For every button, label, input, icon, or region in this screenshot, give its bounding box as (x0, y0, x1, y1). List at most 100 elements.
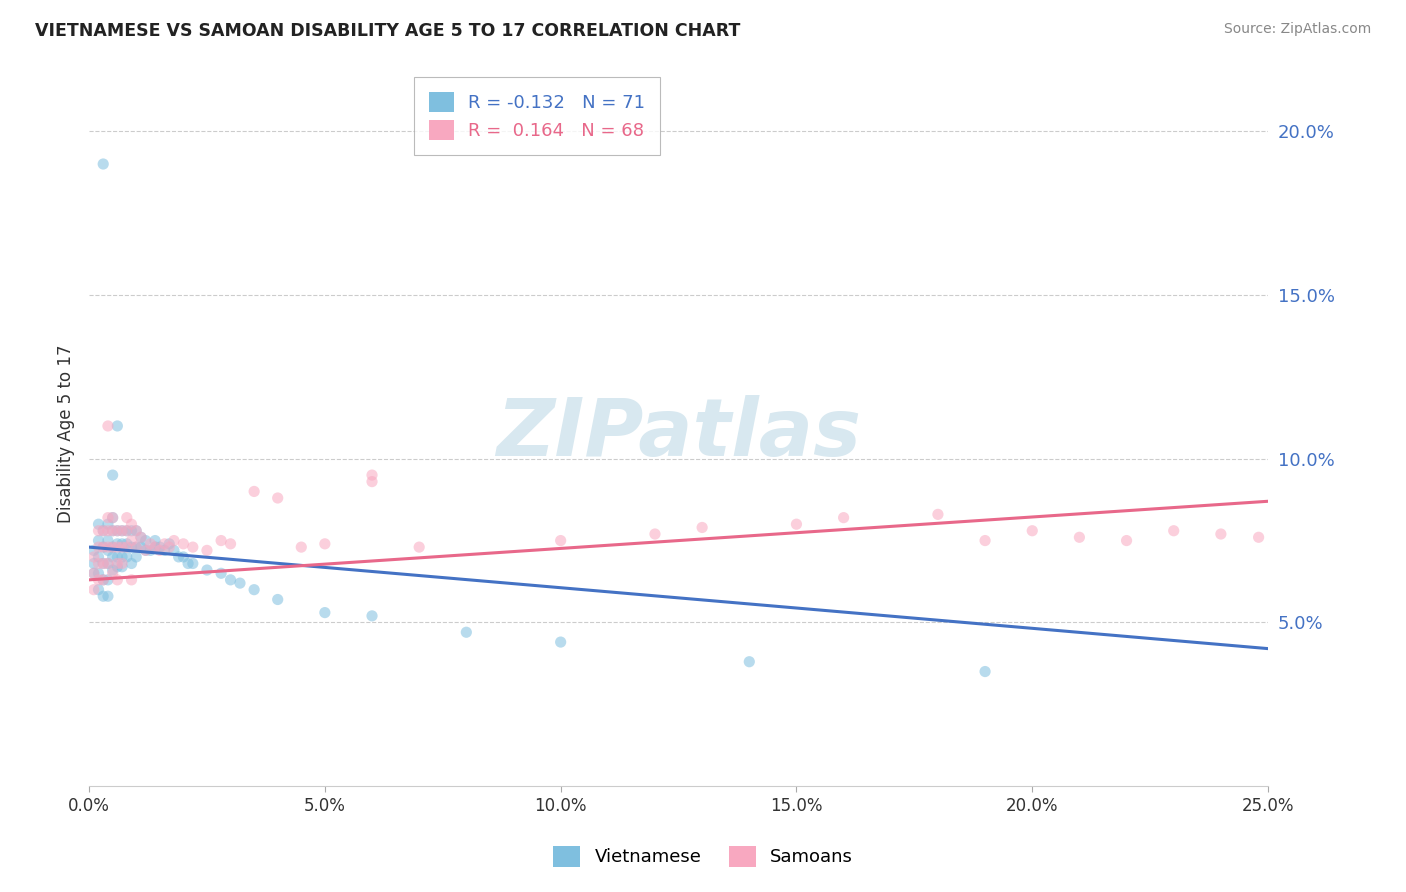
Point (163, 533, 186, 548)
Point (125, 524, 148, 538)
Point (87, 582, 110, 597)
Point (149, 543, 172, 558)
Point (101, 468, 124, 483)
Point (97, 557, 120, 571)
Point (115, 540, 138, 554)
Point (101, 540, 124, 554)
Point (832, 510, 855, 524)
Legend: R = -0.132   N = 71, R =  0.164   N = 68: R = -0.132 N = 71, R = 0.164 N = 68 (415, 77, 659, 155)
Point (125, 524, 148, 538)
Point (135, 533, 157, 548)
Point (115, 549, 138, 564)
Point (125, 540, 148, 554)
Point (111, 524, 134, 538)
Point (97, 533, 120, 548)
Point (83, 543, 105, 558)
Point (195, 563, 218, 577)
Point (111, 557, 134, 571)
Point (129, 540, 152, 554)
Point (111, 537, 134, 551)
Point (785, 517, 807, 532)
Point (361, 608, 384, 623)
Point (974, 533, 997, 548)
Text: Source: ZipAtlas.com: Source: ZipAtlas.com (1223, 22, 1371, 37)
Point (83, 557, 105, 571)
Point (550, 533, 572, 548)
Point (105, 559, 128, 574)
Point (97, 540, 120, 554)
Point (219, 537, 242, 551)
Point (101, 540, 124, 554)
Point (157, 537, 180, 551)
Point (111, 559, 134, 574)
Point (101, 566, 124, 581)
Point (177, 557, 200, 571)
Point (139, 537, 162, 551)
Point (550, 635, 572, 649)
Point (267, 491, 290, 505)
Point (83, 549, 105, 564)
Point (87, 549, 110, 564)
Point (91, 157, 114, 171)
Point (1163, 524, 1185, 538)
Point (121, 573, 143, 587)
Point (121, 557, 143, 571)
Point (690, 520, 713, 534)
Point (87, 524, 110, 538)
Point (91, 524, 114, 538)
Point (135, 543, 157, 558)
Point (267, 592, 290, 607)
Point (157, 540, 180, 554)
Point (101, 524, 124, 538)
Point (361, 468, 384, 483)
Point (644, 527, 666, 541)
Point (314, 537, 336, 551)
Point (87, 517, 110, 532)
Point (115, 537, 138, 551)
Point (87, 557, 110, 571)
Point (101, 549, 124, 564)
Point (91, 557, 114, 571)
Point (97, 573, 120, 587)
Point (195, 543, 218, 558)
Point (1021, 524, 1043, 538)
Point (143, 540, 166, 554)
Text: ZIPatlas: ZIPatlas (496, 395, 860, 473)
Point (101, 563, 124, 577)
Point (97, 589, 120, 603)
Point (153, 543, 176, 558)
Point (97, 524, 120, 538)
Point (97, 557, 120, 571)
Point (91, 557, 114, 571)
Point (101, 524, 124, 538)
Point (290, 540, 312, 554)
Point (121, 540, 143, 554)
Point (111, 549, 134, 564)
Point (105, 549, 128, 564)
Point (83, 566, 105, 581)
Point (91, 540, 114, 554)
Point (1069, 530, 1091, 544)
Point (153, 537, 176, 551)
Point (314, 606, 336, 620)
Point (229, 576, 252, 591)
Point (91, 540, 114, 554)
Point (105, 524, 128, 538)
Point (105, 537, 128, 551)
Point (129, 530, 152, 544)
Point (121, 517, 143, 532)
Point (149, 540, 172, 554)
Point (181, 540, 204, 554)
Point (111, 540, 134, 554)
Point (1247, 530, 1270, 544)
Point (181, 557, 204, 571)
Point (927, 508, 949, 522)
Point (209, 566, 232, 581)
Point (105, 540, 128, 554)
Point (219, 573, 242, 587)
Point (361, 475, 384, 489)
Point (101, 510, 124, 524)
Point (115, 524, 138, 538)
Point (101, 510, 124, 524)
Point (135, 543, 157, 558)
